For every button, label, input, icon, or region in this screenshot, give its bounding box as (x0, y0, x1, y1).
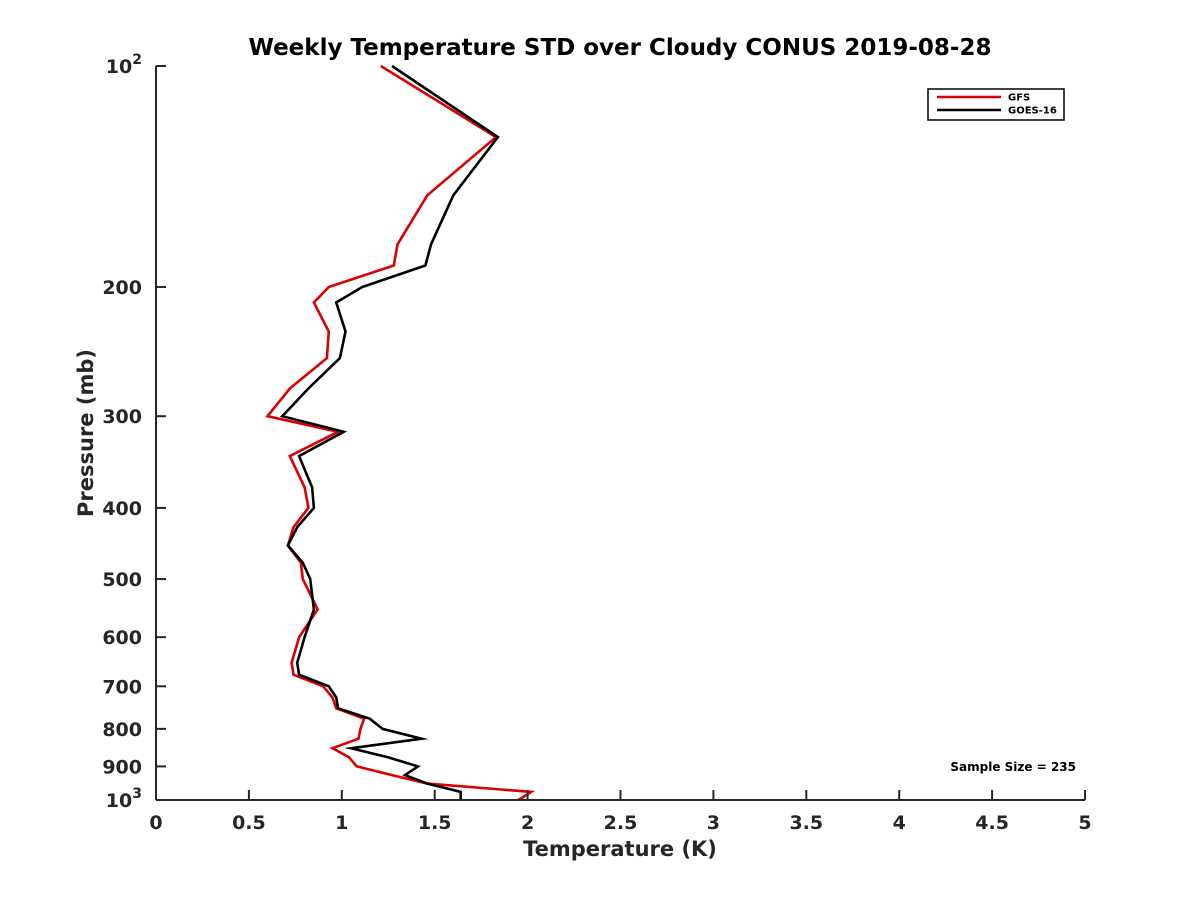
series-line-goes-16 (279, 64, 500, 800)
legend: GFS GOES-16 (927, 88, 1065, 121)
legend-box (927, 88, 1065, 121)
y-tick-label: 700 (102, 676, 142, 698)
y-tick-label: 400 (102, 498, 142, 520)
legend-label: GFS (1008, 93, 1030, 104)
x-tick-label: 0.5 (232, 812, 266, 834)
x-tick-label: 1 (335, 812, 348, 834)
x-tick-label: 3.5 (789, 812, 823, 834)
x-tick-label: 3 (707, 812, 720, 834)
axes: 0 0.5 1 1.5 2 2.5 3 3.5 4 4.5 5 102 200 300 400 500 600 7… (102, 52, 1091, 834)
y-axis-title: Pressure (mb) (74, 349, 98, 517)
y-tick-label: 300 (102, 406, 142, 428)
x-tick-label: 1.5 (418, 812, 452, 834)
y-tick-label: 200 (102, 277, 142, 299)
x-axis-title: Temperature (K) (523, 837, 717, 861)
x-tick-label: 4.5 (975, 812, 1009, 834)
series-line-gfs (265, 64, 536, 802)
sample-size-annotation: Sample Size = 235 (950, 760, 1076, 774)
y-tick-label: 600 (102, 627, 142, 649)
y-tick-label: 800 (102, 719, 142, 741)
y-tick-label: 900 (102, 756, 142, 778)
y-tick-label: 102 (106, 52, 142, 78)
legend-label: GOES-16 (1008, 106, 1057, 117)
chart-title: Weekly Temperature STD over Cloudy CONUS… (249, 35, 992, 61)
x-tick-label: 2.5 (604, 812, 638, 834)
plot-area (265, 64, 536, 802)
x-tick-label: 2 (521, 812, 534, 834)
x-tick-label: 5 (1078, 812, 1091, 834)
x-tick-label: 0 (149, 812, 162, 834)
x-tick-label: 4 (893, 812, 906, 834)
y-tick-label: 500 (102, 569, 142, 591)
y-tick-label: 103 (106, 786, 142, 812)
